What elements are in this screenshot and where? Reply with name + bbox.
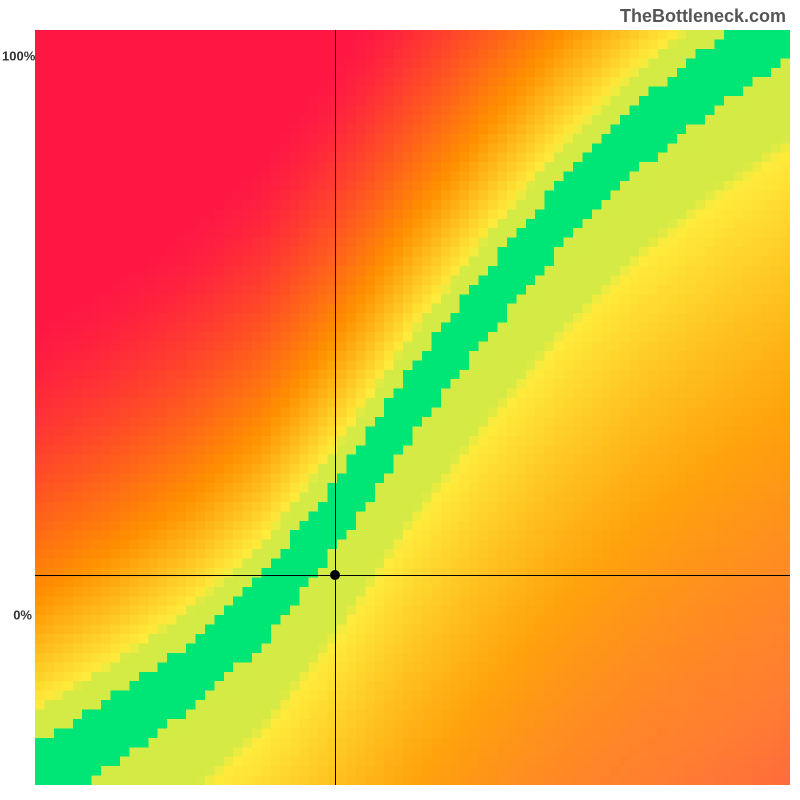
watermark-text: TheBottleneck.com [620, 6, 786, 27]
marker-point [330, 570, 340, 580]
crosshair-horizontal [35, 575, 790, 576]
crosshair-vertical [335, 30, 336, 785]
y-axis-tick-label: 100% [2, 49, 32, 64]
heatmap-canvas [35, 30, 790, 785]
y-axis-tick-label: 0% [2, 608, 32, 623]
bottleneck-heatmap-chart [35, 30, 790, 785]
